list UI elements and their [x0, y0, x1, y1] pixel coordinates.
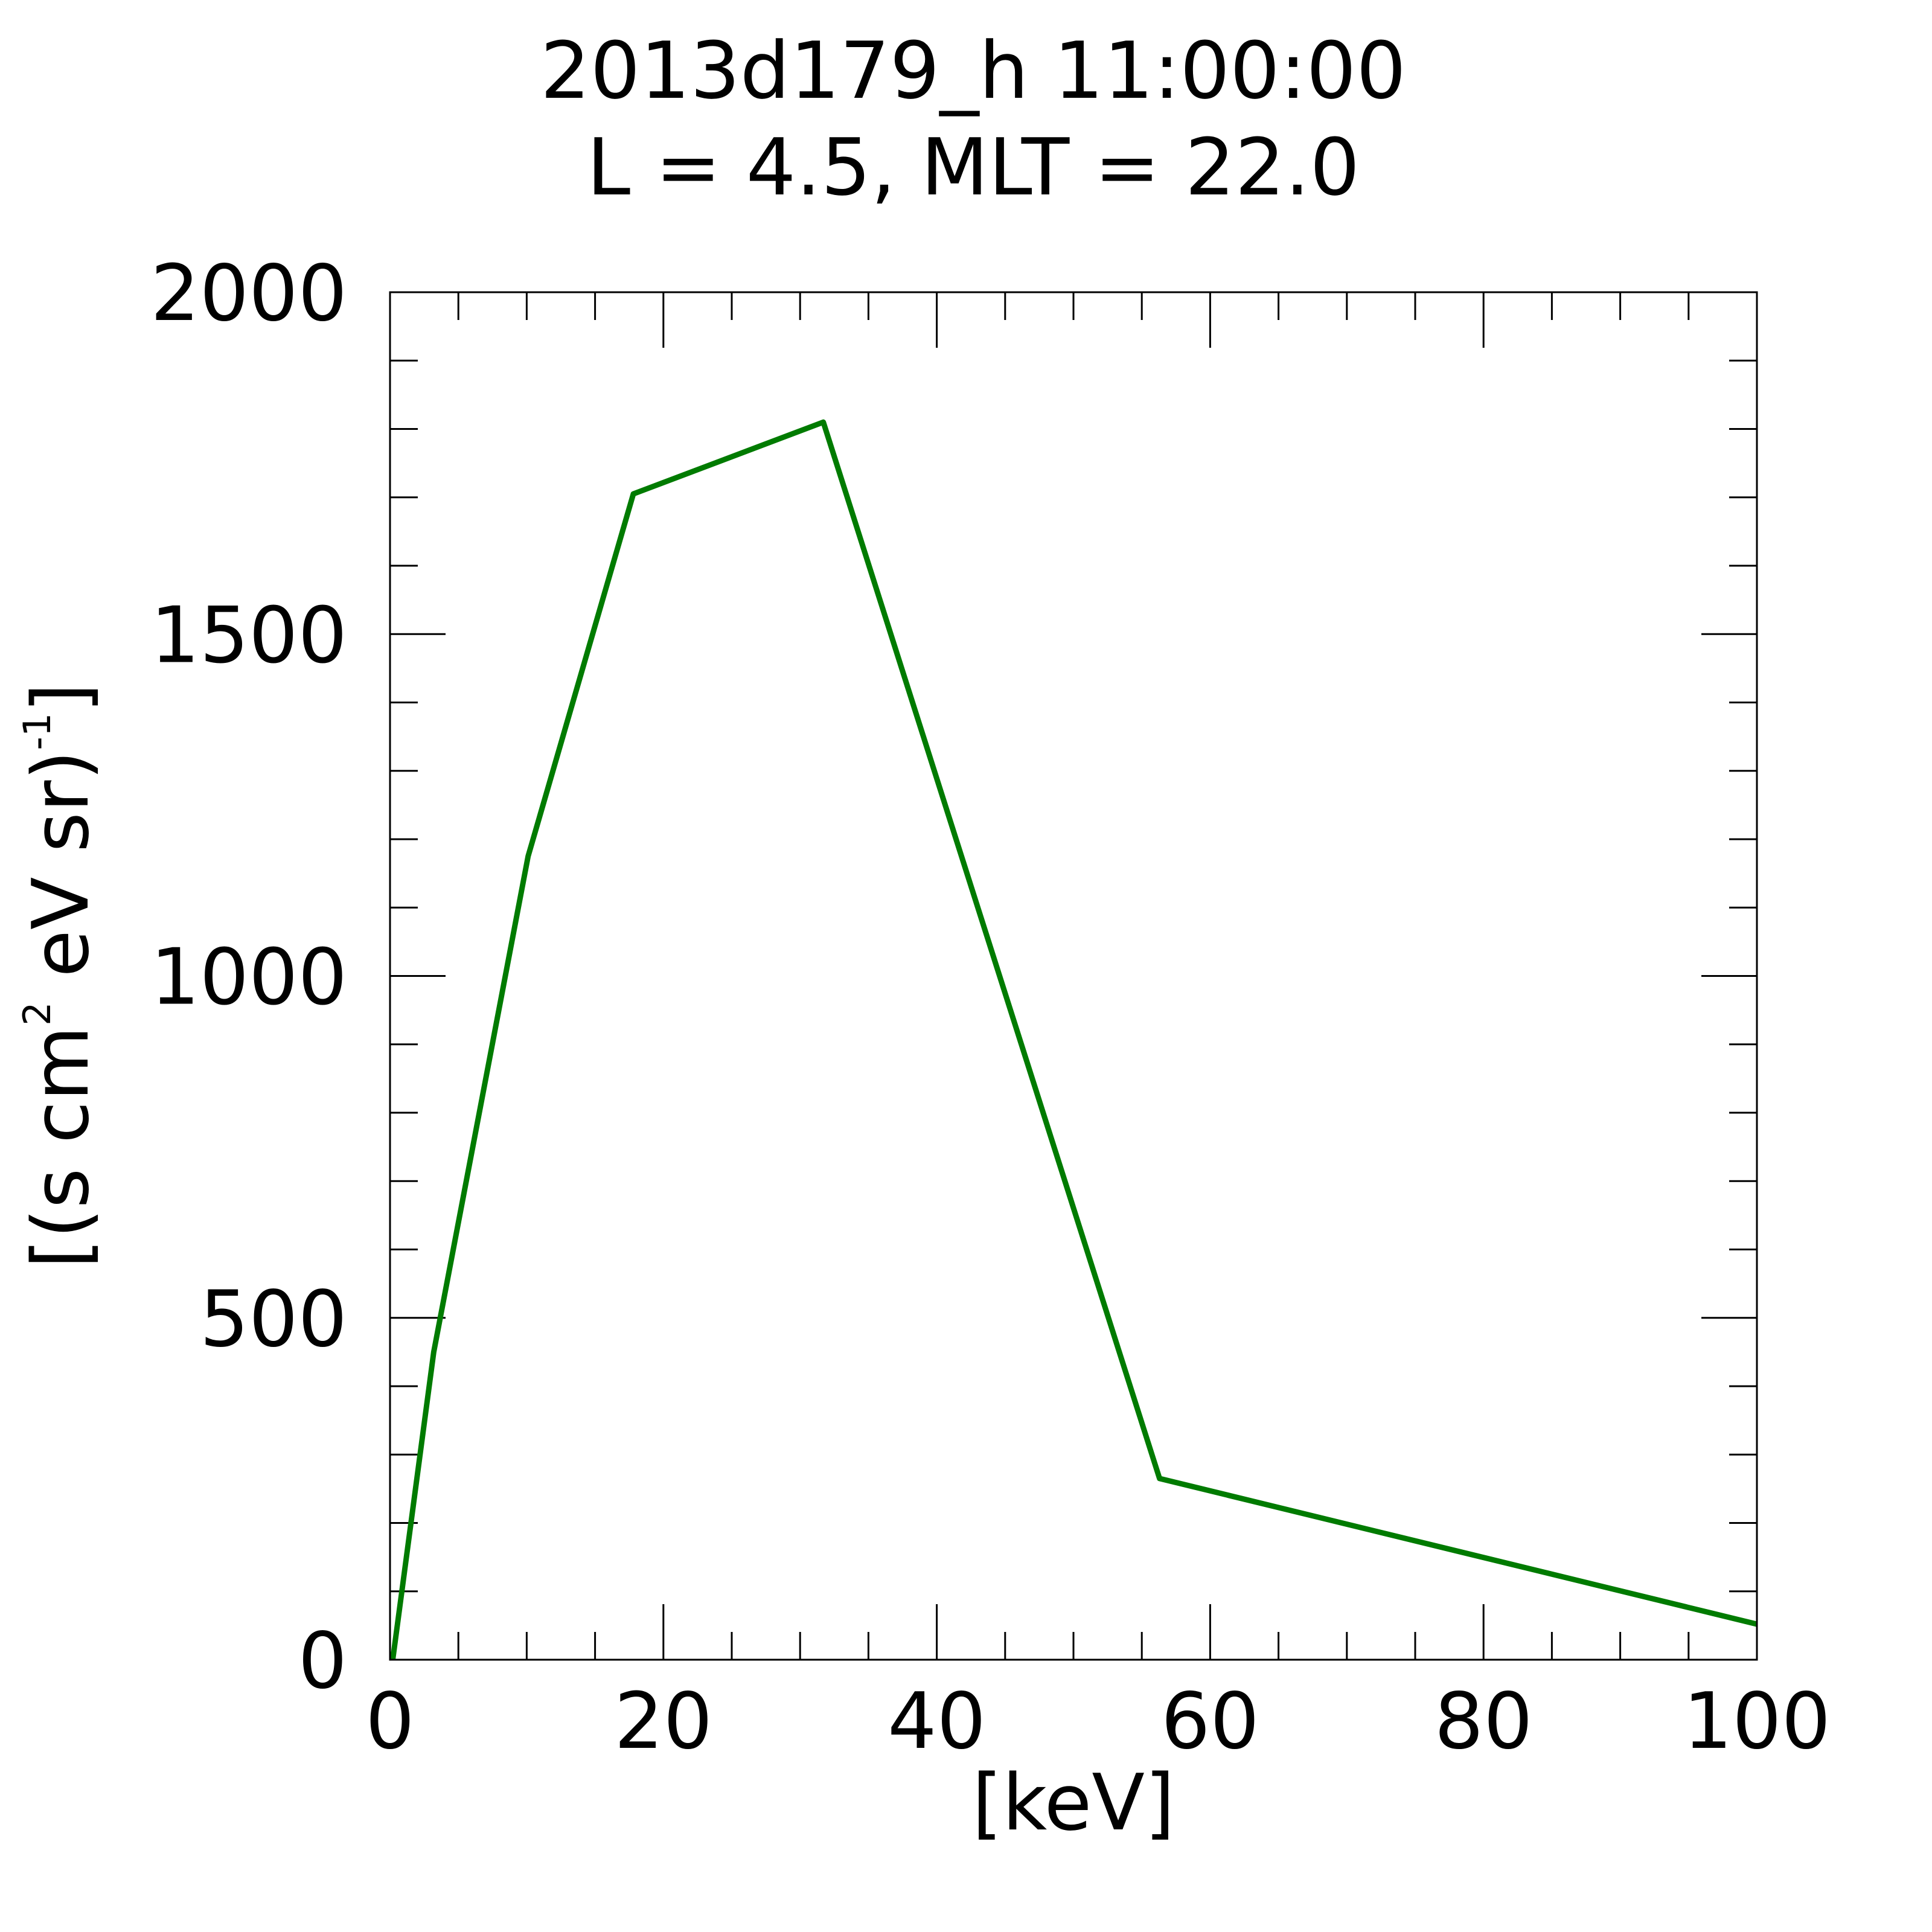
x-tick-label: 40 — [888, 1677, 986, 1767]
y-axis-label-sup2: -1 — [15, 713, 59, 750]
plot-frame — [389, 291, 1758, 1661]
x-axis-label: [keV] — [972, 1758, 1175, 1848]
series-line-1 — [390, 419, 1758, 1660]
y-tick-label: 1000 — [150, 933, 347, 1023]
y-axis-label-prefix: [(s cm — [16, 1026, 106, 1268]
y-tick-label: 0 — [298, 1616, 347, 1706]
x-tick-label: 80 — [1435, 1677, 1533, 1767]
x-tick-label: 60 — [1161, 1677, 1259, 1767]
x-tick-label: 0 — [365, 1677, 414, 1767]
y-axis-label-middle: eV sr) — [16, 750, 106, 1002]
y-axis-label-sup1: 2 — [15, 1002, 59, 1025]
y-tick-label: 500 — [200, 1275, 347, 1364]
y-tick-label: 2000 — [150, 249, 347, 339]
x-tick-label: 20 — [614, 1677, 712, 1767]
axis-ticks — [389, 291, 1758, 1661]
y-axis-label: [(s cm2 eV sr)-1] — [15, 683, 106, 1268]
chart-subtitle: L = 4.5, MLT = 22.0 — [587, 121, 1360, 213]
x-tick-label: 100 — [1683, 1677, 1831, 1767]
y-axis-label-suffix: ] — [16, 683, 106, 713]
series-group — [390, 419, 1758, 1660]
y-tick-label: 1500 — [150, 590, 347, 680]
chart-title: 2013d179_h 11:00:00 — [540, 25, 1406, 117]
